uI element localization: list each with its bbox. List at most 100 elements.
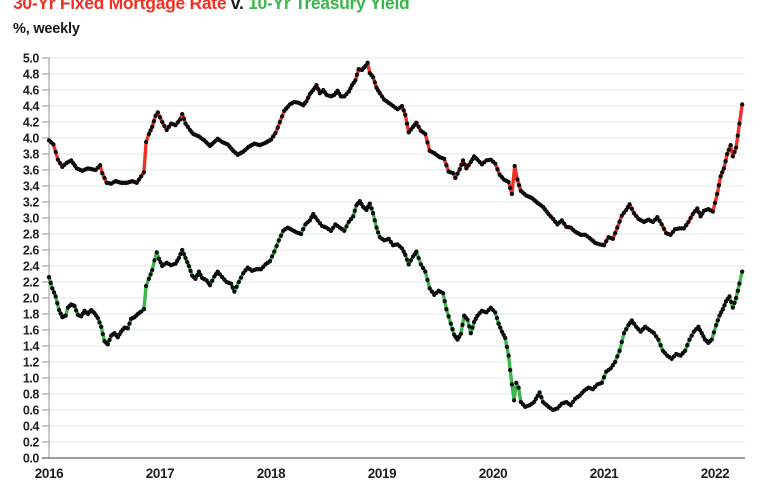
data-point-marker — [629, 318, 634, 323]
data-point-marker — [346, 89, 351, 94]
data-point-marker — [404, 257, 410, 262]
data-point-marker — [599, 380, 604, 385]
data-point-marker — [568, 403, 573, 408]
data-point-marker — [307, 218, 313, 223]
data-point-marker — [176, 255, 182, 261]
data-point-marker — [610, 363, 616, 368]
data-point-marker — [146, 131, 152, 137]
data-point-marker — [495, 167, 500, 172]
data-point-marker — [370, 75, 376, 80]
data-point-marker — [414, 249, 419, 254]
data-point-marker — [97, 320, 102, 325]
data-point-marker — [494, 315, 500, 321]
data-point-marker — [710, 209, 715, 214]
data-point-marker — [720, 170, 725, 175]
data-point-marker — [425, 140, 430, 145]
data-point-marker — [183, 255, 188, 261]
data-point-marker — [238, 275, 244, 280]
data-point-marker — [181, 116, 187, 121]
data-point-marker — [697, 327, 703, 333]
y-tick-label: 2.0 — [23, 292, 40, 306]
data-point-marker — [459, 162, 464, 167]
data-point-marker — [146, 276, 152, 281]
data-point-marker — [51, 290, 57, 295]
data-point-marker — [535, 393, 540, 398]
data-point-marker — [309, 215, 314, 220]
data-point-marker — [531, 399, 537, 405]
data-point-marker — [50, 286, 55, 291]
data-point-marker — [737, 281, 742, 286]
data-point-marker — [717, 313, 722, 318]
data-point-marker — [493, 161, 498, 166]
x-tick-label: 2017 — [146, 466, 174, 481]
data-point-marker — [722, 303, 727, 308]
data-point-marker — [304, 99, 309, 104]
y-tick-label: 4.6 — [23, 84, 40, 98]
data-point-marker — [162, 123, 167, 129]
x-axis-labels: 2016 2017 2018 2019 2020 2021 2022 — [35, 466, 730, 481]
data-point-marker — [651, 331, 657, 336]
data-point-marker — [100, 331, 105, 337]
data-point-marker — [183, 121, 188, 126]
y-axis-ticks — [42, 57, 49, 459]
data-point-marker — [462, 162, 467, 167]
data-point-marker — [725, 151, 730, 157]
data-point-marker — [156, 256, 162, 261]
data-point-marker — [723, 159, 728, 164]
data-point-marker — [180, 247, 185, 253]
data-point-marker — [236, 279, 241, 285]
data-point-marker — [164, 127, 169, 133]
data-point-marker — [442, 156, 447, 161]
data-point-marker — [48, 280, 53, 285]
data-point-marker — [365, 60, 370, 65]
data-point-marker — [516, 183, 522, 188]
data-point-marker — [457, 167, 462, 172]
data-point-marker — [681, 226, 687, 231]
data-point-marker — [150, 267, 155, 273]
data-point-marker — [709, 337, 714, 342]
data-point-marker — [193, 276, 198, 281]
y-tick-label: 3.0 — [23, 212, 40, 226]
chart-title-treasury: 10-Yr Treasury Yield — [248, 0, 410, 13]
data-point-marker — [533, 396, 539, 401]
data-point-marker — [514, 380, 519, 385]
data-point-marker — [352, 208, 357, 213]
data-point-marker — [418, 262, 424, 267]
data-point-marker — [506, 179, 511, 185]
y-tick-label: 4.4 — [23, 100, 40, 114]
y-tick-label: 3.6 — [23, 164, 40, 178]
data-point-marker — [425, 277, 430, 283]
data-point-marker — [95, 315, 100, 321]
data-point-marker — [408, 258, 414, 263]
y-tick-label: 2.8 — [23, 228, 40, 242]
data-point-marker — [688, 215, 693, 221]
data-point-marker — [661, 226, 667, 231]
data-point-marker — [331, 225, 336, 230]
data-point-marker — [207, 283, 213, 288]
data-point-marker — [621, 331, 627, 336]
data-point-marker — [470, 325, 475, 330]
data-point-marker — [279, 114, 285, 119]
data-point-marker — [138, 309, 144, 314]
y-tick-label: 0.0 — [23, 452, 40, 466]
data-point-marker — [272, 249, 277, 254]
data-point-marker — [141, 307, 147, 312]
data-point-marker — [604, 239, 609, 244]
data-point-marker — [269, 254, 275, 259]
data-point-marker — [148, 128, 153, 133]
data-point-marker — [715, 191, 720, 197]
x-tick-label: 2021 — [590, 466, 619, 481]
data-point-marker — [420, 265, 426, 271]
data-point-marker — [715, 318, 720, 323]
data-point-marker — [733, 295, 739, 301]
y-tick-label: 4.2 — [23, 116, 40, 130]
data-point-marker — [732, 149, 737, 155]
y-tick-label: 4.0 — [23, 132, 40, 146]
y-tick-label: 0.2 — [23, 436, 40, 450]
data-point-marker — [401, 108, 406, 113]
data-point-marker — [511, 398, 517, 403]
data-point-marker — [509, 382, 515, 387]
data-point-marker — [374, 225, 379, 230]
y-tick-label: 0.8 — [23, 388, 40, 402]
data-point-marker — [364, 207, 369, 213]
